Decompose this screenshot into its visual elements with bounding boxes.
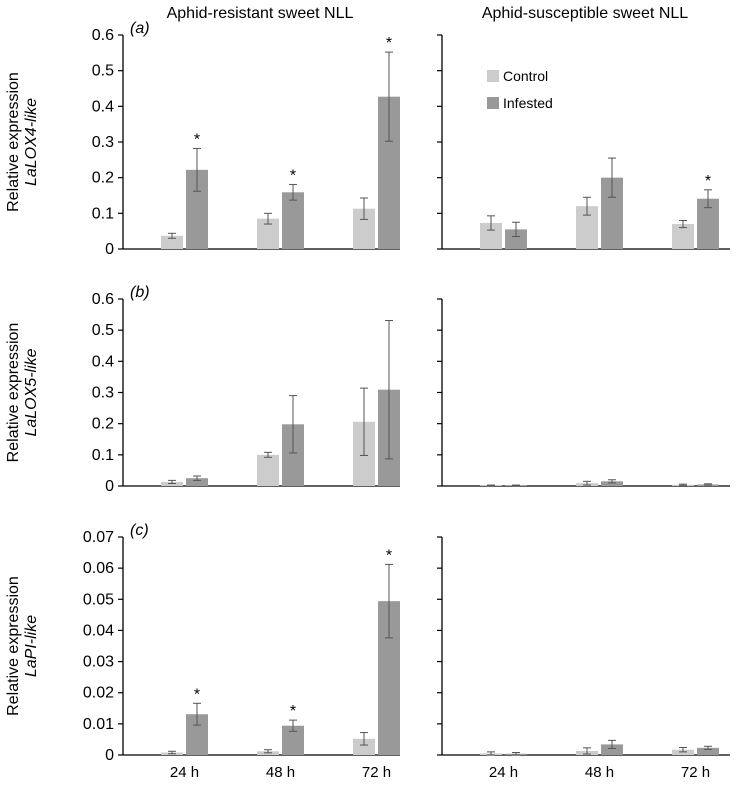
bar-control bbox=[353, 208, 375, 249]
panel-2: Relative expressionLaPI-like (c) 0 0.01 0.02… bbox=[5, 522, 730, 781]
y-tick-label: 0.5 bbox=[92, 322, 114, 339]
y-tick-label: 0.05 bbox=[83, 591, 114, 608]
x-tick-label: 24 h bbox=[489, 764, 518, 781]
y-axis-label-line1: Relative expression bbox=[5, 323, 22, 463]
y-tick-label: 0.3 bbox=[92, 385, 114, 402]
y-tick-label: 0 bbox=[105, 478, 114, 495]
panel-label: (a) bbox=[130, 20, 150, 37]
bar-control bbox=[161, 235, 183, 249]
x-tick-label: 48 h bbox=[585, 764, 614, 781]
panels: Relative expressionLaLOX4-like(a)00.10.2… bbox=[5, 20, 730, 781]
y-tick-label: 0.02 bbox=[83, 685, 114, 702]
y-axis-label-line1: Relative expression bbox=[5, 576, 22, 716]
panel-1: Relative expressionLaLOX5-like (b) 0 0.1 0.2… bbox=[5, 284, 730, 495]
bar-control bbox=[576, 206, 598, 249]
column-title-left: Aphid-resistant sweet NLL bbox=[167, 5, 354, 22]
y-tick-label: 0.06 bbox=[83, 560, 114, 577]
column-title-right: Aphid-susceptible sweet NLL bbox=[482, 5, 688, 22]
bar-infested bbox=[282, 424, 304, 486]
y-tick-label: 0 bbox=[105, 241, 114, 258]
bar-infested bbox=[378, 601, 400, 755]
y-tick-label: 0.4 bbox=[92, 98, 114, 115]
y-axis-label-gene: LaLOX5-like bbox=[23, 348, 40, 436]
legend-swatch-control bbox=[487, 70, 499, 82]
y-tick-label: 0.3 bbox=[92, 134, 114, 151]
subplot-1: 24 h 48 h 72 h bbox=[437, 536, 730, 781]
legend-swatch-infested bbox=[487, 97, 499, 109]
legend: Control Infested bbox=[487, 68, 553, 111]
bar-infested bbox=[601, 744, 623, 755]
y-tick-label: 0.03 bbox=[83, 654, 114, 671]
y-tick-label: 0.6 bbox=[92, 27, 114, 44]
bar-control bbox=[480, 222, 502, 249]
x-tick-label: 72 h bbox=[362, 764, 391, 781]
subplot-1: * Control Infested bbox=[437, 34, 730, 250]
bar-infested bbox=[378, 96, 400, 249]
legend-label-control: Control bbox=[503, 68, 548, 84]
significance-marker: * bbox=[386, 547, 392, 564]
bar-infested bbox=[282, 725, 304, 755]
bar-infested bbox=[505, 229, 527, 249]
significance-marker: * bbox=[705, 173, 711, 190]
bar-infested bbox=[186, 714, 208, 755]
bar-infested bbox=[601, 481, 623, 486]
x-tick-label: 24 h bbox=[170, 764, 199, 781]
y-tick-label: 0.1 bbox=[92, 447, 114, 464]
y-axis-label-gene: LaPI-like bbox=[23, 615, 40, 677]
y-tick-label: 0.5 bbox=[92, 63, 114, 80]
bar-infested bbox=[186, 169, 208, 249]
significance-marker: * bbox=[194, 686, 200, 703]
y-axis-label: Relative expressionLaLOX4-like bbox=[5, 72, 40, 212]
subplot-0: 0 0.1 0.2 0.3 0.4 0.5 0.6 bbox=[92, 291, 400, 495]
bar-control bbox=[257, 454, 279, 486]
y-axis-label: Relative expressionLaLOX5-like bbox=[5, 323, 40, 463]
y-tick-label: 0.2 bbox=[92, 170, 114, 187]
y-tick-label: 0.01 bbox=[83, 716, 114, 733]
y-tick-label: 0.6 bbox=[92, 291, 114, 308]
bar-infested bbox=[697, 198, 719, 249]
significance-marker: * bbox=[290, 703, 296, 720]
legend-label-infested: Infested bbox=[503, 95, 553, 111]
y-tick-label: 0 bbox=[105, 747, 114, 764]
subplot-0: 0 0.01 0.02 0.03 0.04 0.05 0.06 0.07 * 24 h * 48 h *… bbox=[83, 529, 400, 781]
y-axis-label: Relative expressionLaPI-like bbox=[5, 576, 40, 716]
bar-control bbox=[257, 218, 279, 249]
bar-infested bbox=[697, 747, 719, 755]
y-tick-label: 0.07 bbox=[83, 529, 114, 546]
panel-0: Relative expressionLaLOX4-like (a) 0 0.1 0.2… bbox=[5, 20, 730, 258]
y-axis-label-line1: Relative expression bbox=[5, 72, 22, 212]
bar-infested bbox=[186, 478, 208, 486]
y-tick-label: 0.4 bbox=[92, 353, 114, 370]
panel-label: (c) bbox=[130, 522, 149, 539]
significance-marker: * bbox=[194, 131, 200, 148]
subplot-1 bbox=[437, 298, 730, 487]
bar-infested bbox=[282, 192, 304, 249]
panel-label: (b) bbox=[130, 284, 150, 301]
subplot-0: 0 0.1 0.2 0.3 0.4 0.5 0.6 * * * bbox=[92, 27, 400, 258]
bar-infested bbox=[601, 177, 623, 249]
y-tick-label: 0.2 bbox=[92, 416, 114, 433]
x-tick-label: 48 h bbox=[266, 764, 295, 781]
y-axis-label-gene: LaLOX4-like bbox=[23, 98, 40, 186]
x-tick-label: 72 h bbox=[681, 764, 710, 781]
bar-control bbox=[672, 224, 694, 249]
bar-control bbox=[353, 738, 375, 755]
y-tick-label: 0.04 bbox=[83, 622, 114, 639]
y-tick-label: 0.1 bbox=[92, 205, 114, 222]
significance-marker: * bbox=[386, 35, 392, 52]
significance-marker: * bbox=[290, 167, 296, 184]
